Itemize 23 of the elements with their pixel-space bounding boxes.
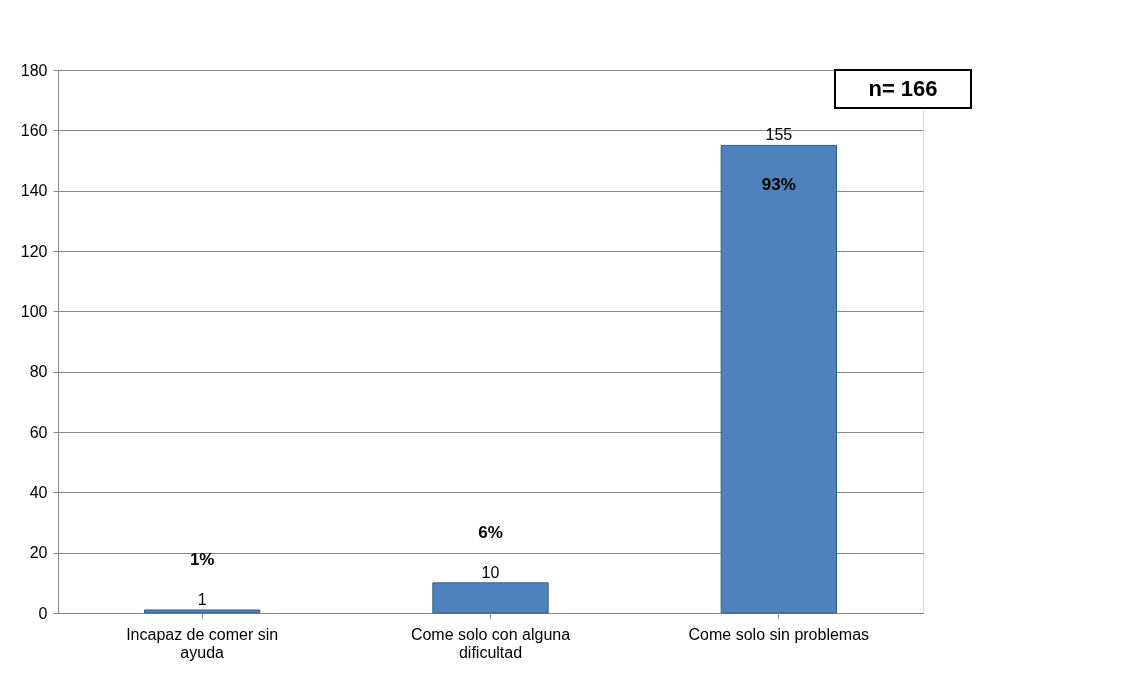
y-tick-label: 0	[38, 604, 48, 622]
data-label: 10	[481, 563, 500, 581]
y-tick-label: 120	[20, 242, 48, 260]
annotation: 1%	[189, 549, 215, 569]
y-tick-label: 140	[20, 182, 48, 200]
x-tick-label: Come solo con alguna dificultad	[410, 625, 571, 661]
bar	[720, 144, 837, 614]
y-tick-label: 60	[29, 423, 48, 441]
y-tick-label: 180	[20, 61, 48, 79]
bar	[432, 582, 549, 614]
y-tick-label: 80	[29, 363, 48, 381]
y-tick-label: 40	[29, 483, 48, 501]
x-tick-label: Come solo sin problemas	[688, 625, 870, 643]
annotation: 93%	[761, 175, 796, 195]
data-label: 155	[765, 126, 793, 144]
y-tick-label: 100	[20, 302, 48, 320]
y-tick-label: 160	[20, 121, 48, 139]
y-tick-label: 20	[29, 544, 48, 562]
data-label: 1	[197, 590, 207, 608]
annotation: n= 166	[868, 76, 938, 101]
x-tick-label: Incapaz de comer sin ayuda	[126, 625, 279, 661]
bar	[144, 609, 261, 614]
annotation: 6%	[478, 522, 503, 542]
